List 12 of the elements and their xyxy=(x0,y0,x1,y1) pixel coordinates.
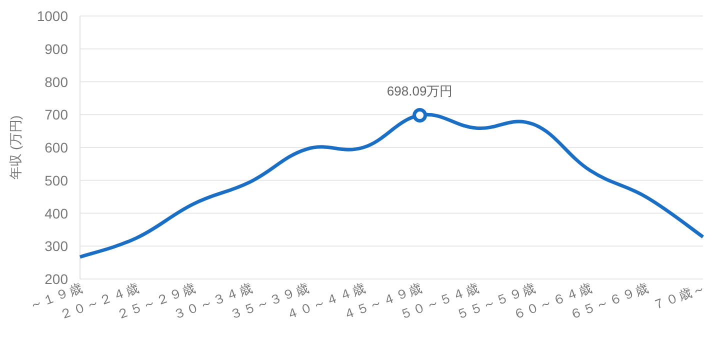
y-tick-label: 200 xyxy=(44,271,68,287)
y-tick-label: 400 xyxy=(44,205,68,222)
annotation: 698.09万円 xyxy=(386,83,453,98)
y-tick-label: 900 xyxy=(44,40,68,57)
y-tick-label: 700 xyxy=(44,106,68,123)
y-tick-label: 500 xyxy=(44,172,68,188)
y-tick-label: 300 xyxy=(44,238,68,254)
y-tick-label: 600 xyxy=(44,140,68,156)
y-tick-label: 800 xyxy=(44,74,68,90)
y-tick-label: 1000 xyxy=(36,8,68,24)
x-tick-label: ７０歳～ xyxy=(650,280,708,313)
y-axis-title: 年収 (万円) xyxy=(8,115,23,180)
